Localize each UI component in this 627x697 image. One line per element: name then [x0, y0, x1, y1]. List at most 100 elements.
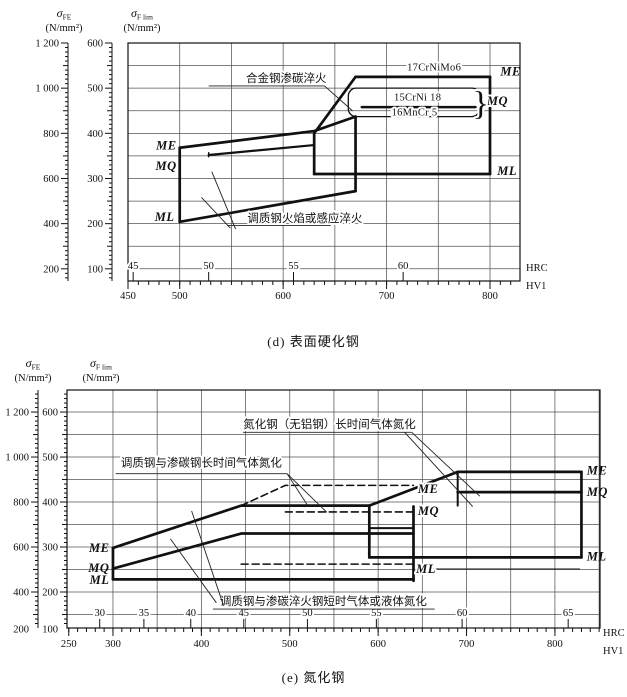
axis-title: σF lim [90, 356, 112, 372]
chart-label: 45 [128, 261, 139, 272]
chart-label: ML [154, 210, 175, 224]
chart-label: 35 [139, 608, 150, 619]
axis-title: σFE [26, 356, 41, 372]
chart-label: (N/mm²) [83, 373, 120, 384]
chart-label: 55 [288, 261, 299, 272]
chart-label: 1 200 [35, 39, 59, 50]
band-line [312, 75, 357, 135]
chart-label: 300 [87, 174, 103, 185]
chart-label: 65 [563, 608, 574, 619]
chart-label: 200 [42, 588, 58, 599]
chart-label: 合金钢渗碳淬火 [246, 71, 327, 85]
chart-label: HV1 [526, 281, 546, 292]
sigma-flim-axis [105, 42, 113, 281]
chart-label: MQ [486, 94, 508, 108]
chart-label: 400 [42, 498, 58, 509]
chart-label: 800 [482, 291, 498, 302]
chart-label: 30 [94, 608, 105, 619]
chart-label: 800 [13, 498, 29, 509]
chart-label: HV1 [603, 646, 623, 657]
chart-label: 250 [61, 639, 77, 650]
axis-title: σFE [57, 6, 72, 22]
chart-label: 300 [42, 543, 58, 554]
annotation-leader [208, 85, 353, 112]
band-line [207, 143, 316, 157]
chart-label: 17CrNiMo6 [407, 62, 461, 73]
chart-label: 600 [370, 639, 386, 650]
annotation-leader [242, 431, 481, 507]
axis-title: σF lim [131, 6, 153, 22]
chart-label: 调质钢与渗碳钢长时间气体氮化 [121, 455, 282, 469]
chart-label: 55 [371, 608, 382, 619]
chart-label: 50 [302, 608, 313, 619]
plot-frame [127, 42, 521, 282]
chart-label: (N/mm²) [46, 23, 83, 34]
chart-label: 600 [43, 174, 59, 185]
band-line [367, 470, 460, 507]
chart-label: 800 [547, 639, 563, 650]
chart-label: 调质钢火焰或感应淬火 [247, 211, 362, 225]
band-outlines [178, 75, 492, 224]
chart-label: 400 [43, 219, 59, 230]
sigma-flim-axis [60, 390, 68, 628]
chart-label: ME [155, 138, 176, 152]
chart-label: 600 [42, 408, 58, 419]
annotation-leader [115, 473, 328, 513]
chart-label: MQ [586, 485, 608, 499]
chart-label: 100 [87, 264, 103, 275]
chart-label: 1 200 [5, 408, 29, 419]
chart-label: 500 [172, 291, 188, 302]
chart-label: 200 [43, 264, 59, 275]
chart-label: 40 [185, 608, 196, 619]
chart-label: } [473, 86, 489, 123]
chart-label: 60 [398, 261, 409, 272]
band-outlines [111, 470, 583, 583]
annotation-leader [170, 510, 435, 610]
gridlines [67, 390, 600, 628]
chart-label: (N/mm²) [15, 373, 52, 384]
caption-chart-e: (e) 氮化钢 [281, 670, 346, 685]
chart-label: MQ [417, 504, 439, 518]
gridlines [128, 43, 520, 281]
chart-label: MQ [87, 561, 109, 575]
chart-label: ME [499, 64, 520, 78]
chart-label: 600 [13, 543, 29, 554]
chart-label: 200 [13, 624, 29, 635]
band-line [111, 532, 415, 570]
chart-label: 700 [379, 291, 395, 302]
chart-label: 50 [203, 261, 214, 272]
chart-label: 16MnCr 5 [392, 108, 438, 119]
chart-label: 1 000 [35, 84, 59, 95]
chart-label: 15CrNi 18 [394, 93, 441, 104]
chart-label: 500 [282, 639, 298, 650]
chart-label: ME [586, 463, 607, 477]
chart-label: 600 [87, 39, 103, 50]
band-line [178, 115, 357, 150]
chart-label: 800 [43, 129, 59, 140]
chart-label: 400 [193, 639, 209, 650]
chart-label: HRC [603, 628, 625, 639]
callout-box [347, 87, 481, 118]
hardness-axis [127, 272, 512, 289]
annotation-leader [201, 171, 331, 230]
chart-label: 45 [239, 608, 250, 619]
sigma-fe-axis [61, 42, 69, 281]
chart-label: 100 [42, 624, 58, 635]
chart-label: 500 [42, 453, 58, 464]
chart-label: 1 000 [5, 453, 29, 464]
chart-label: ML [89, 573, 110, 587]
chart-label: 450 [120, 291, 136, 302]
chart-label: 700 [459, 639, 475, 650]
chart-label: ML [415, 562, 436, 576]
band-line [240, 484, 415, 507]
chart-label: 400 [87, 129, 103, 140]
chart-label: 600 [275, 291, 291, 302]
chart-label: 氮化钢（无铝钢）长时间气体氮化 [243, 417, 416, 431]
chart-label: 400 [13, 588, 29, 599]
chart-label: (N/mm²) [124, 23, 161, 34]
chart-label: 300 [105, 639, 121, 650]
